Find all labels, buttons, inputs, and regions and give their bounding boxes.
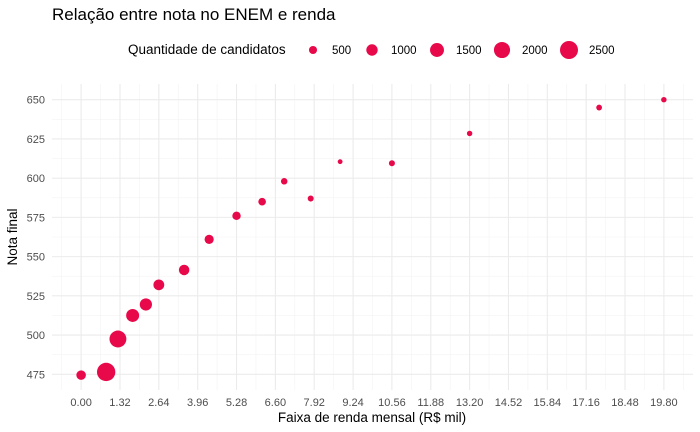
y-tick-label: 525 xyxy=(27,291,45,303)
x-tick-label: 11.88 xyxy=(417,397,444,409)
x-tick-label: 18.48 xyxy=(611,397,639,409)
data-point xyxy=(204,234,214,244)
data-point xyxy=(307,195,314,202)
data-points xyxy=(76,96,667,382)
legend-key xyxy=(366,44,378,56)
legend-title: Quantidade de candidatos xyxy=(128,42,286,57)
data-point xyxy=(388,160,395,167)
x-tick-label: 13.20 xyxy=(456,397,484,409)
legend-label: 2000 xyxy=(522,45,548,57)
y-axis-ticks: 475 500 525 550 575 600 625 650 xyxy=(27,95,45,382)
legend-key xyxy=(493,41,511,59)
y-tick-label: 575 xyxy=(27,212,45,224)
data-point xyxy=(466,130,473,137)
chart-title: Relação entre nota no ENEM e renda xyxy=(52,5,336,24)
y-tick-label: 600 xyxy=(27,173,45,185)
x-tick-label: 1.32 xyxy=(109,397,130,409)
data-point xyxy=(139,298,152,311)
x-tick-label: 10.56 xyxy=(378,397,406,409)
legend-label: 2500 xyxy=(589,45,615,57)
x-tick-label: 14.52 xyxy=(495,397,523,409)
data-point xyxy=(126,308,140,322)
legend-label: 1000 xyxy=(391,45,417,57)
legend-key xyxy=(308,45,318,55)
data-point xyxy=(280,178,288,185)
y-axis-label: Nota final xyxy=(5,208,20,265)
x-tick-label: 0.00 xyxy=(70,397,91,409)
plot-grid xyxy=(52,84,693,390)
x-tick-label: 5.28 xyxy=(226,397,247,409)
data-point xyxy=(178,264,190,276)
x-tick-label: 17.16 xyxy=(572,397,600,409)
y-tick-label: 650 xyxy=(27,95,45,107)
x-tick-label: 19.80 xyxy=(650,397,678,409)
data-point xyxy=(337,159,343,165)
data-point xyxy=(596,104,603,111)
data-point xyxy=(153,279,165,291)
x-tick-label: 9.24 xyxy=(342,397,363,409)
y-tick-label: 625 xyxy=(27,134,45,146)
x-tick-label: 7.92 xyxy=(304,397,325,409)
data-point xyxy=(661,96,667,103)
legend-key xyxy=(430,43,444,57)
legend-label: 1500 xyxy=(456,45,482,57)
x-axis-ticks: 0.00 1.32 2.64 3.96 5.28 6.60 7.92 9.24 10.56 11.… xyxy=(70,397,677,409)
data-point xyxy=(96,362,116,382)
y-tick-label: 550 xyxy=(27,252,45,264)
x-tick-label: 2.64 xyxy=(148,397,169,409)
x-tick-label: 6.60 xyxy=(265,397,286,409)
x-tick-label: 3.96 xyxy=(187,397,208,409)
x-tick-label: 15.84 xyxy=(534,397,562,409)
data-point xyxy=(76,370,86,380)
legend: Quantidade de candidatos 500 1000 1500 2000… xyxy=(128,41,615,59)
x-axis-label: Faixa de renda mensal (R$ mil) xyxy=(278,410,466,425)
legend-label: 500 xyxy=(332,45,351,57)
y-tick-label: 500 xyxy=(27,330,45,342)
data-point xyxy=(109,330,127,348)
y-tick-label: 475 xyxy=(27,369,45,381)
data-point xyxy=(232,211,241,221)
data-point xyxy=(258,197,266,206)
legend-key xyxy=(560,41,578,59)
